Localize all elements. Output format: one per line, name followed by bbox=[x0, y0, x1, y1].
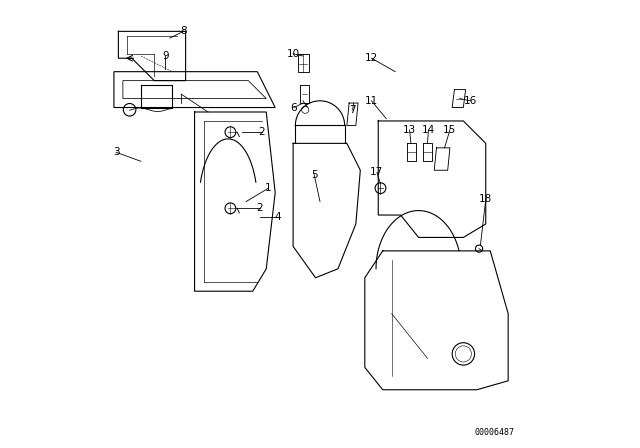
Text: 8: 8 bbox=[180, 26, 187, 36]
Text: 16: 16 bbox=[463, 96, 477, 106]
Text: 18: 18 bbox=[479, 194, 492, 204]
Text: 15: 15 bbox=[444, 125, 456, 135]
Text: 14: 14 bbox=[422, 125, 435, 135]
Text: 4: 4 bbox=[274, 212, 281, 222]
Text: 11: 11 bbox=[365, 96, 378, 106]
Text: 7: 7 bbox=[349, 105, 356, 115]
Text: 00006487: 00006487 bbox=[475, 428, 515, 437]
Text: 3: 3 bbox=[113, 147, 120, 157]
Text: 10: 10 bbox=[287, 49, 300, 59]
Text: 13: 13 bbox=[403, 125, 416, 135]
Text: 6: 6 bbox=[291, 103, 298, 112]
Text: 17: 17 bbox=[371, 168, 383, 177]
Text: 12: 12 bbox=[365, 53, 378, 63]
Text: 9: 9 bbox=[162, 51, 169, 61]
Text: 2: 2 bbox=[256, 203, 263, 213]
Text: 2: 2 bbox=[259, 127, 265, 137]
Text: 5: 5 bbox=[311, 170, 317, 180]
Text: 1: 1 bbox=[265, 183, 272, 193]
